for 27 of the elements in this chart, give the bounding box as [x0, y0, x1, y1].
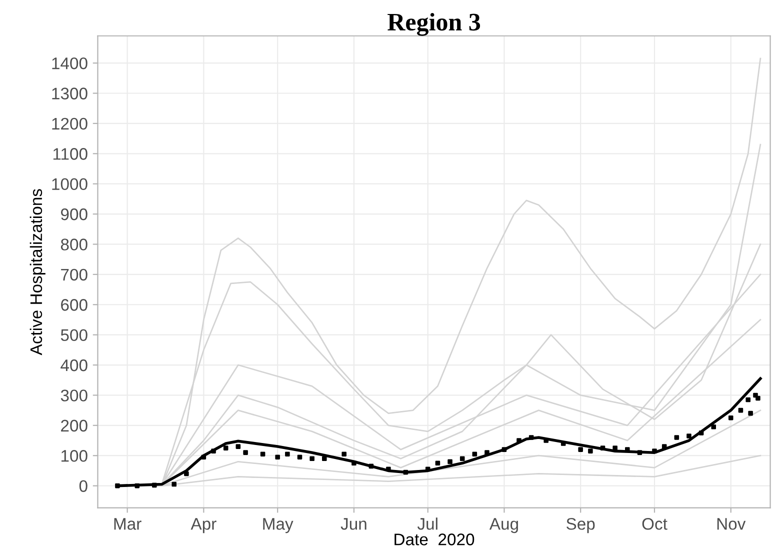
y-tick-label: 200 — [61, 420, 88, 432]
chart-title: Region 3 — [388, 12, 480, 36]
y-tick-label: 0 — [79, 480, 88, 492]
x-axis-title: Date 2020 — [394, 534, 474, 546]
y-tick-label: 1100 — [53, 148, 88, 160]
x-tick-label: Jun — [340, 518, 366, 530]
x-tick-label: Sep — [566, 518, 595, 534]
y-tick-label: 300 — [60, 390, 88, 402]
x-tick-label: Apr — [190, 518, 216, 534]
x-tick-label: Jul — [417, 518, 438, 530]
x-tick-label: Nov — [717, 518, 746, 530]
y-tick-label: 400 — [60, 359, 88, 372]
y-tick-label: 500 — [60, 329, 88, 342]
y-tick-label: 100 — [61, 450, 88, 462]
y-axis-title: Active Hospitalizations — [30, 189, 46, 356]
y-tick-label: 1000 — [52, 178, 88, 190]
x-tick-label: May — [263, 518, 294, 534]
y-tick-label: 800 — [60, 238, 88, 250]
y-tick-label: 1300 — [52, 88, 88, 100]
y-tick-label: 900 — [61, 208, 88, 220]
x-tick-label: Aug — [489, 518, 518, 534]
x-tick-label: Oct — [642, 518, 668, 530]
y-tick-label: 1200 — [52, 118, 88, 130]
y-tick-label: 1400 — [52, 57, 88, 70]
y-tick-label: 700 — [61, 268, 88, 281]
x-tick-label: Mar — [114, 518, 142, 530]
y-tick-label: 600 — [61, 299, 88, 311]
